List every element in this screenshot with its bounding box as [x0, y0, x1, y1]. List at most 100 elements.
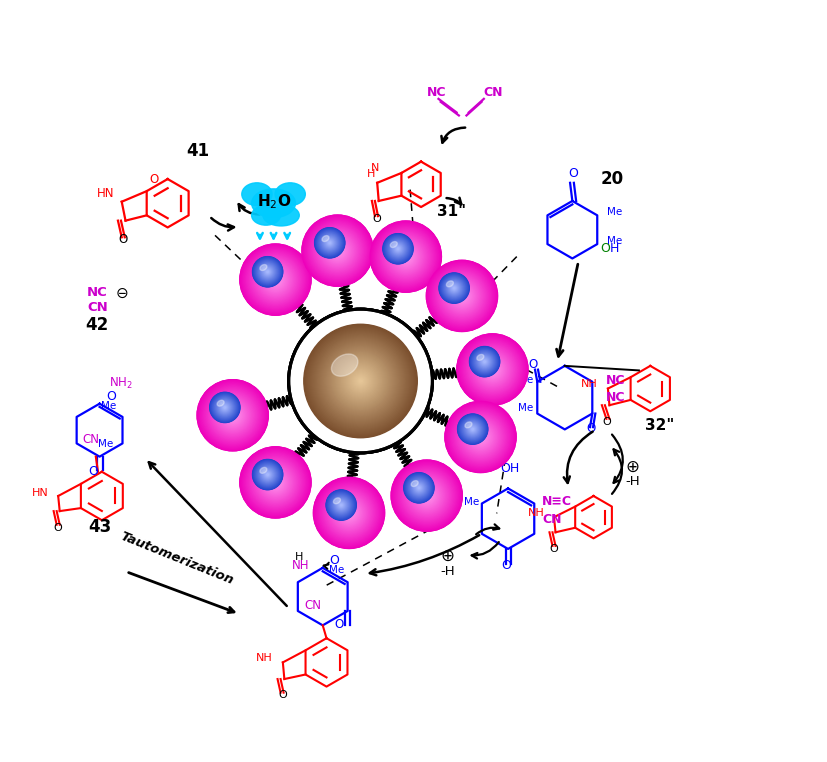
Text: Me: Me	[518, 403, 533, 413]
Circle shape	[315, 229, 346, 258]
Circle shape	[208, 391, 257, 440]
Text: O: O	[106, 390, 116, 403]
Circle shape	[470, 347, 500, 376]
Circle shape	[463, 419, 484, 440]
Circle shape	[455, 411, 507, 463]
Circle shape	[241, 245, 310, 315]
Circle shape	[318, 338, 403, 424]
Circle shape	[256, 463, 281, 488]
Circle shape	[418, 488, 421, 489]
Circle shape	[461, 417, 485, 441]
Text: O: O	[88, 465, 98, 478]
Circle shape	[396, 465, 457, 527]
Circle shape	[246, 250, 305, 309]
Circle shape	[261, 265, 276, 280]
Circle shape	[313, 334, 408, 428]
Circle shape	[431, 264, 494, 328]
Circle shape	[325, 238, 336, 249]
FancyArrowPatch shape	[612, 434, 623, 483]
Circle shape	[392, 243, 404, 255]
Circle shape	[243, 248, 308, 312]
Circle shape	[266, 473, 284, 491]
Circle shape	[267, 474, 268, 475]
Circle shape	[463, 419, 499, 455]
Circle shape	[471, 348, 500, 376]
Circle shape	[474, 351, 495, 372]
Circle shape	[261, 469, 275, 482]
Circle shape	[488, 365, 496, 373]
Circle shape	[314, 478, 384, 548]
Circle shape	[217, 399, 235, 418]
Circle shape	[253, 257, 282, 287]
Circle shape	[401, 470, 452, 521]
Circle shape	[340, 504, 344, 507]
Circle shape	[229, 411, 237, 419]
Circle shape	[441, 274, 468, 302]
Circle shape	[241, 449, 309, 516]
Circle shape	[459, 415, 502, 458]
Circle shape	[392, 243, 405, 256]
Circle shape	[479, 356, 491, 369]
Circle shape	[201, 383, 265, 447]
Circle shape	[224, 407, 226, 408]
Circle shape	[258, 262, 279, 283]
Circle shape	[451, 407, 511, 467]
Circle shape	[483, 360, 485, 363]
Circle shape	[264, 267, 287, 291]
Circle shape	[320, 233, 356, 268]
Circle shape	[464, 421, 497, 453]
Circle shape	[260, 467, 275, 482]
Circle shape	[199, 382, 266, 449]
Circle shape	[322, 235, 338, 251]
Circle shape	[268, 272, 283, 287]
Text: Me: Me	[102, 402, 117, 411]
Circle shape	[397, 248, 400, 251]
Circle shape	[394, 463, 459, 527]
Circle shape	[476, 353, 493, 370]
Circle shape	[314, 479, 384, 547]
Circle shape	[197, 379, 268, 451]
Circle shape	[257, 464, 280, 486]
Circle shape	[449, 283, 459, 293]
Circle shape	[328, 241, 333, 246]
Circle shape	[328, 242, 332, 245]
Circle shape	[388, 239, 424, 275]
Circle shape	[218, 401, 247, 430]
Circle shape	[337, 501, 347, 511]
Circle shape	[320, 233, 341, 254]
Circle shape	[473, 429, 488, 445]
Circle shape	[370, 221, 442, 292]
Circle shape	[213, 395, 253, 435]
Circle shape	[318, 232, 341, 255]
Circle shape	[330, 494, 352, 517]
Circle shape	[473, 350, 496, 373]
Circle shape	[335, 355, 386, 407]
Circle shape	[452, 286, 457, 290]
Circle shape	[392, 461, 461, 530]
Circle shape	[223, 406, 227, 410]
Text: Me: Me	[464, 497, 480, 507]
Circle shape	[254, 460, 282, 488]
Circle shape	[334, 498, 350, 514]
Circle shape	[213, 395, 238, 421]
Circle shape	[330, 351, 391, 411]
Text: 42: 42	[86, 315, 109, 334]
Circle shape	[257, 464, 279, 485]
Circle shape	[245, 248, 306, 310]
Circle shape	[335, 498, 363, 527]
Circle shape	[390, 242, 421, 272]
Circle shape	[462, 419, 483, 439]
Circle shape	[264, 471, 271, 478]
Circle shape	[342, 506, 356, 520]
Circle shape	[245, 248, 306, 310]
Circle shape	[326, 239, 350, 262]
Circle shape	[465, 421, 480, 437]
Circle shape	[389, 239, 423, 274]
Circle shape	[310, 223, 366, 278]
Circle shape	[336, 499, 348, 512]
Circle shape	[309, 223, 366, 279]
Circle shape	[471, 427, 476, 431]
Circle shape	[398, 248, 414, 265]
Circle shape	[304, 325, 418, 437]
Circle shape	[271, 275, 280, 283]
